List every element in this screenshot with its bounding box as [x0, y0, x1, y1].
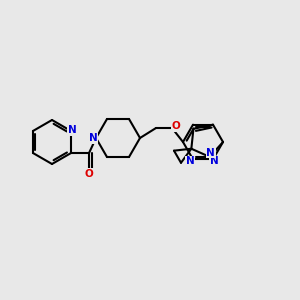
Text: N: N [68, 125, 76, 135]
Text: N: N [186, 156, 194, 166]
Text: N: N [88, 133, 98, 143]
Text: O: O [85, 169, 93, 179]
Text: N: N [210, 156, 218, 166]
Text: O: O [172, 121, 180, 131]
Text: N: N [206, 148, 215, 158]
